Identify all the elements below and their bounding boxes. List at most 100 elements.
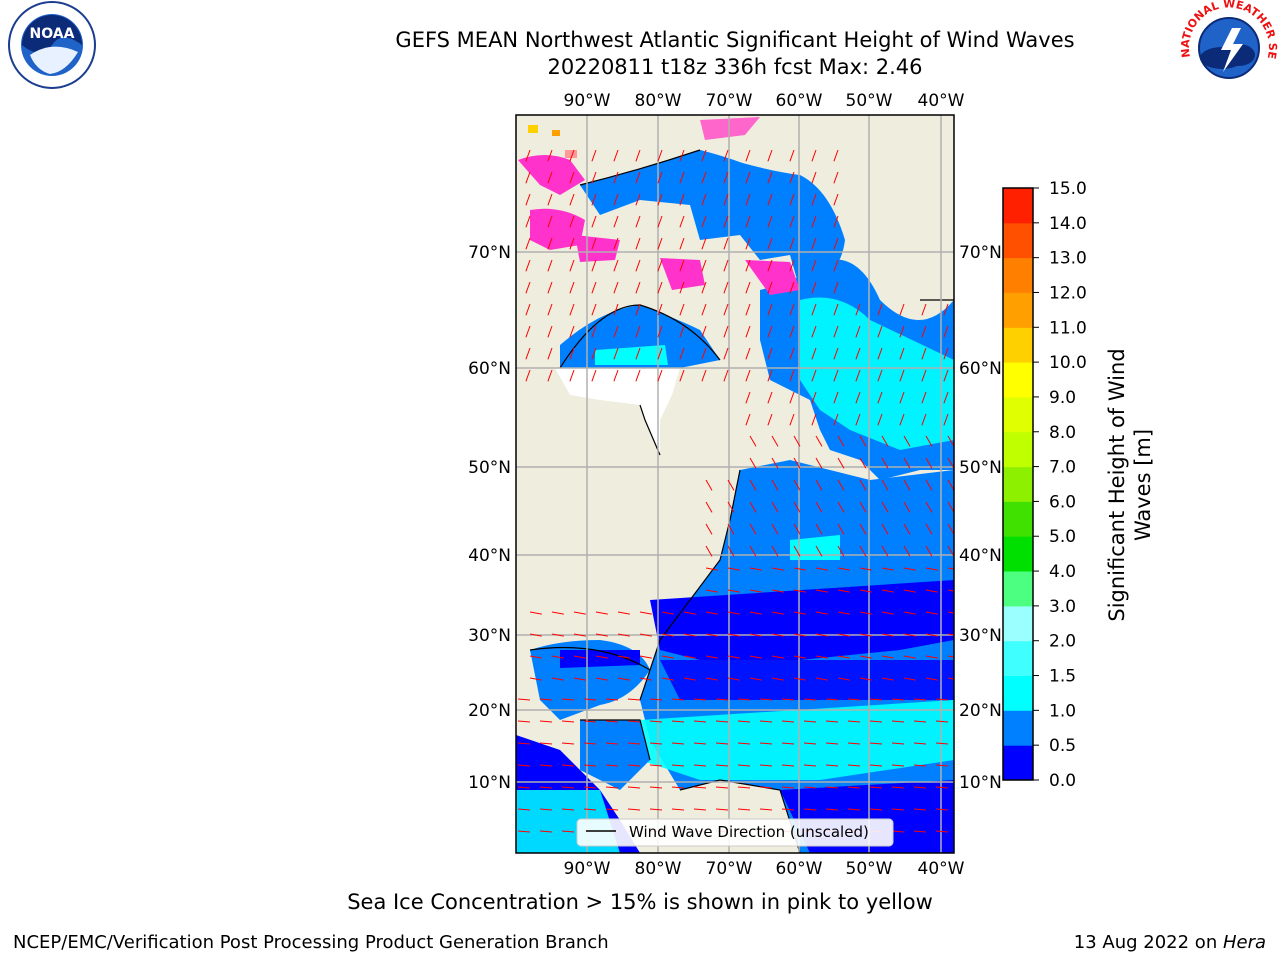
wave-arrow: [723, 171, 729, 184]
wave-direction-arrows: [517, 149, 954, 833]
wave-arrow: [525, 171, 531, 184]
wave-arrow: [517, 808, 531, 811]
wave-arrow: [749, 589, 762, 593]
wave-arrow: [705, 501, 713, 513]
wave-arrow: [771, 589, 784, 593]
wave-arrow: [605, 764, 619, 767]
wave-arrow: [943, 347, 949, 360]
lat-label-right: 10°N: [959, 773, 1002, 793]
wave-arrow: [789, 171, 795, 184]
wave-arrow: [723, 215, 729, 228]
wave-arrow: [551, 677, 564, 681]
colorbar-tick-label: 15.0: [1049, 179, 1087, 199]
wave-arrow: [727, 545, 735, 557]
plot-subtitle: 20220811 t18z 336h fcst Max: 2.46: [547, 55, 923, 79]
sea-ice-layer: [518, 117, 800, 295]
wave-arrow: [561, 720, 575, 723]
wave-arrow: [881, 567, 894, 571]
wave-arrow: [745, 237, 751, 250]
wave-arrow: [789, 391, 795, 404]
wave-arrow: [727, 633, 740, 637]
lat-label-left: 30°N: [468, 626, 511, 646]
wave-arrow: [833, 347, 839, 360]
wave-arrow: [859, 545, 867, 557]
wave-arrow: [869, 698, 883, 701]
wave-arrow: [837, 611, 850, 615]
wave-arrow: [517, 698, 531, 701]
wave-arrow: [591, 347, 597, 360]
wave-arrow: [561, 742, 575, 745]
wave-arrow: [635, 215, 641, 228]
wave-arrow: [539, 698, 553, 701]
wave-arrow: [815, 589, 828, 593]
colorbar-tick-label: 9.0: [1049, 388, 1076, 408]
wave-arrow: [921, 369, 927, 382]
wave-arrow: [649, 742, 663, 745]
wave-arrow: [661, 677, 674, 681]
wave-arrow: [683, 655, 696, 659]
wave-arrow: [935, 698, 949, 701]
wave-arrow: [925, 435, 933, 447]
wave-arrow: [737, 764, 751, 767]
wave-arrow: [547, 303, 553, 316]
wave-arrow: [737, 698, 751, 701]
wave-arrow: [591, 325, 597, 338]
wave-arrow: [745, 369, 751, 382]
wave-arrow: [771, 567, 784, 571]
wave-arrow: [935, 786, 949, 789]
wave-arrow: [679, 237, 685, 250]
colorbar-tick-label: 4.0: [1049, 562, 1076, 582]
wave-arrow: [789, 193, 795, 206]
wave-arrow: [679, 325, 685, 338]
wave-arrow: [635, 325, 641, 338]
wave-arrow: [943, 413, 949, 426]
wave-arrow: [657, 259, 663, 272]
wave-arrow: [569, 193, 575, 206]
colorbar-segment: [1003, 362, 1033, 398]
wave-arrow: [811, 149, 817, 162]
wave-arrow: [891, 830, 905, 833]
wave-arrow: [569, 259, 575, 272]
colorbar-tick-label: 11.0: [1049, 318, 1087, 338]
wave-arrow: [635, 303, 641, 316]
wave-arrow: [705, 611, 718, 615]
wave-arrow: [881, 501, 889, 513]
wave-arrow: [539, 808, 553, 811]
wave-arrow: [595, 633, 608, 637]
wave-arrow: [525, 369, 531, 382]
lat-label-right: 30°N: [959, 626, 1002, 646]
wave-arrow: [613, 281, 619, 294]
wave-arrow: [705, 633, 718, 637]
wave-arrow: [815, 545, 823, 557]
wave-arrow: [749, 567, 762, 571]
wave-arrow: [793, 589, 806, 593]
wave-arrow: [539, 786, 553, 789]
wave-arrow: [737, 786, 751, 789]
wave-arrow: [569, 237, 575, 250]
wave-arrow: [529, 633, 542, 637]
wave-arrow: [661, 655, 674, 659]
wave-arrow: [881, 611, 894, 615]
wave-arrow: [811, 347, 817, 360]
wave-arrow: [899, 413, 905, 426]
wave-arrow: [877, 347, 883, 360]
wave-arrow: [903, 501, 911, 513]
wave-arrow: [569, 325, 575, 338]
lat-label-right: 50°N: [959, 458, 1002, 478]
wave-arrow: [811, 413, 817, 426]
wave-arrow: [925, 457, 933, 469]
wave-arrow: [759, 720, 773, 723]
wave-arrow: [837, 435, 845, 447]
wave-arrow: [837, 655, 850, 659]
plot-title: GEFS MEAN Northwest Atlantic Significant…: [395, 28, 1075, 52]
colorbar-frame: [1002, 187, 1034, 781]
wave-arrow: [727, 655, 740, 659]
wave-arrow: [935, 720, 949, 723]
colorbar-segment: [1003, 536, 1033, 572]
wave-arrow: [723, 325, 729, 338]
wave-arrow: [561, 786, 575, 789]
wave-arrow: [727, 589, 740, 593]
wave-arrow: [573, 633, 586, 637]
wave-arrow: [723, 347, 729, 360]
wave-arrow: [825, 698, 839, 701]
